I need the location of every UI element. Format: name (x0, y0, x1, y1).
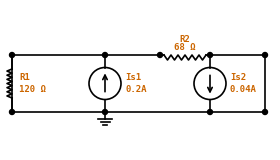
Text: R1: R1 (19, 73, 30, 82)
Circle shape (102, 109, 108, 115)
Circle shape (263, 109, 267, 115)
Text: 0.2A: 0.2A (125, 85, 146, 94)
Circle shape (207, 52, 213, 57)
Circle shape (10, 109, 15, 115)
Circle shape (157, 52, 162, 57)
Circle shape (102, 52, 108, 57)
Circle shape (207, 109, 213, 115)
Circle shape (10, 52, 15, 57)
Text: Is2: Is2 (230, 73, 246, 82)
Text: 68 Ω: 68 Ω (174, 44, 196, 52)
Text: Is1: Is1 (125, 73, 141, 82)
Text: 120 Ω: 120 Ω (19, 85, 46, 94)
Text: 0.04A: 0.04A (230, 85, 257, 94)
Text: R2: R2 (180, 35, 190, 44)
Circle shape (263, 52, 267, 57)
